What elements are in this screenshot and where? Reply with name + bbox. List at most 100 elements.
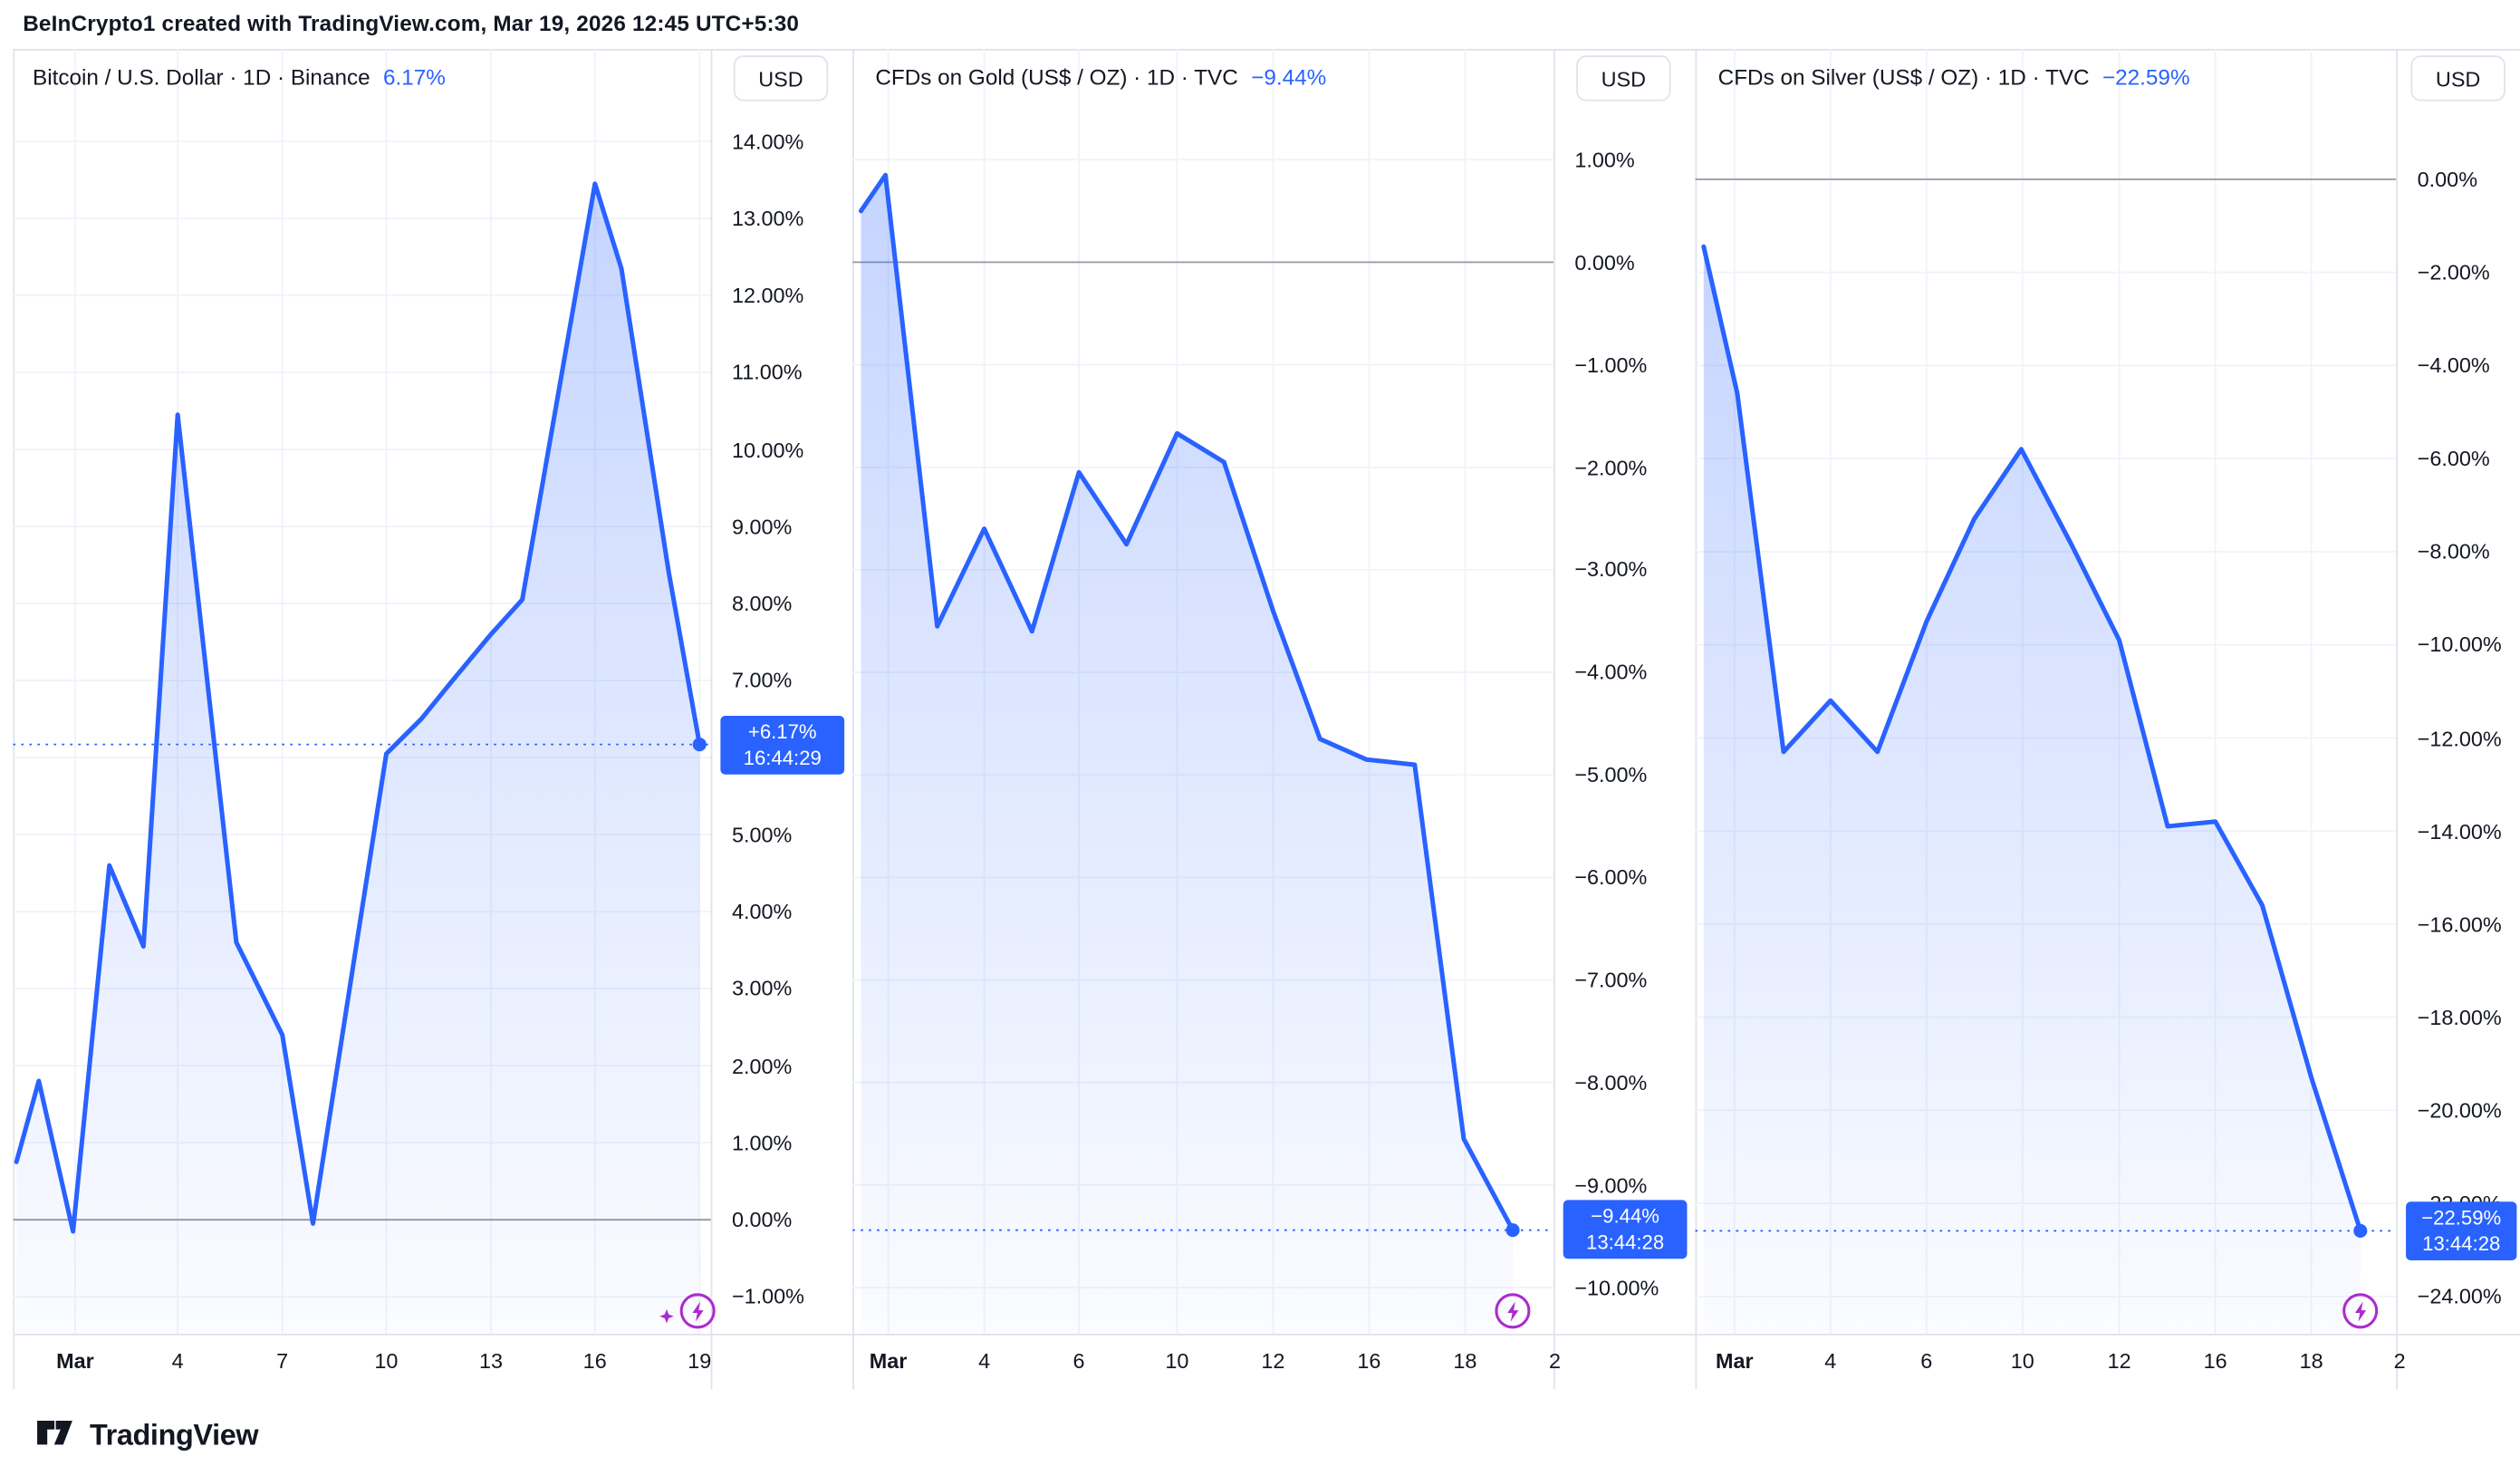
price-scale-label: 0.00% bbox=[2417, 167, 2478, 192]
price-scale-label: −7.00% bbox=[1574, 968, 1648, 993]
price-scale-label: −4.00% bbox=[1574, 660, 1648, 685]
flash-watermark-icon bbox=[659, 1293, 716, 1329]
chart-symbol-title: Bitcoin / U.S. Dollar · 1D · Binance bbox=[32, 64, 370, 90]
time-axis[interactable]: Mar 4 6 10 12 16 18 2 bbox=[852, 1334, 1561, 1389]
time-axis-label: 2 bbox=[1548, 1348, 1561, 1374]
chart-change-percent: −22.59% bbox=[2102, 64, 2190, 90]
badge-countdown: 16:44:29 bbox=[743, 746, 822, 769]
lightning-icon bbox=[1507, 1301, 1519, 1322]
badge-countdown: 13:44:28 bbox=[1586, 1231, 1665, 1255]
tradingview-logo-text: TradingView bbox=[89, 1417, 259, 1451]
price-scale-label: 0.00% bbox=[731, 1207, 793, 1232]
price-scale-label: −14.00% bbox=[2417, 818, 2502, 844]
flash-circle bbox=[679, 1293, 716, 1329]
time-axis-label: Mar bbox=[869, 1348, 908, 1374]
time-axis-label: 4 bbox=[978, 1348, 991, 1374]
price-scale-label: −10.00% bbox=[1574, 1275, 1659, 1300]
price-line-series bbox=[858, 172, 1515, 1233]
price-scale-label: 0.00% bbox=[1574, 249, 1635, 275]
lightning-icon bbox=[692, 1301, 704, 1322]
time-axis-label: 16 bbox=[1357, 1348, 1381, 1374]
time-axis-label: 6 bbox=[1072, 1348, 1085, 1374]
time-axis-label: 6 bbox=[1920, 1348, 1933, 1374]
chart-change-percent: −9.44% bbox=[1251, 64, 1327, 90]
time-axis-label: 19 bbox=[688, 1348, 712, 1374]
area-fill bbox=[1703, 246, 2361, 1334]
area-fill bbox=[16, 183, 700, 1334]
price-scale-label: −12.00% bbox=[2417, 725, 2502, 750]
price-line-series bbox=[14, 181, 702, 1234]
price-scale-label: 2.00% bbox=[731, 1053, 793, 1078]
time-axis-label: 10 bbox=[374, 1348, 399, 1374]
price-scale-label: −3.00% bbox=[1574, 557, 1648, 583]
price-scale-label: 3.00% bbox=[731, 976, 793, 1001]
currency-toggle-button[interactable]: USD bbox=[1576, 55, 1671, 101]
flash-circle bbox=[2342, 1293, 2379, 1329]
price-scale-label: 8.00% bbox=[731, 591, 793, 616]
attribution-text: BeInCrypto1 created with TradingView.com… bbox=[23, 11, 800, 36]
time-axis-label: Mar bbox=[56, 1348, 94, 1374]
tradingview-logo[interactable]: TradingView bbox=[36, 1417, 259, 1453]
price-scale-label: −5.00% bbox=[1574, 762, 1648, 787]
price-scale-label: −8.00% bbox=[1574, 1070, 1648, 1095]
tradingview-logo-icon bbox=[37, 1420, 72, 1445]
chart-symbol-title: CFDs on Gold (US$ / OZ) · 1D · TVC bbox=[875, 64, 1238, 90]
flash-circle bbox=[1495, 1293, 1531, 1329]
time-axis-label: Mar bbox=[1716, 1348, 1754, 1374]
price-scale-label: −20.00% bbox=[2417, 1097, 2502, 1123]
currency-toggle-button[interactable]: USD bbox=[733, 55, 829, 101]
price-scale-label: −6.00% bbox=[2417, 446, 2490, 471]
time-axis-label: 16 bbox=[582, 1348, 607, 1374]
price-scale-label: −8.00% bbox=[2417, 539, 2490, 564]
chart-legend[interactable]: CFDs on Gold (US$ / OZ) · 1D · TVC −9.44% bbox=[875, 65, 1326, 90]
price-scale-label: −18.00% bbox=[2417, 1005, 2502, 1030]
price-scale-label: −24.00% bbox=[2417, 1284, 2502, 1309]
time-axis-label: 12 bbox=[2107, 1348, 2131, 1374]
chart-frame-top-border bbox=[13, 48, 2520, 51]
price-scale[interactable]: 1.00% 0.00% −1.00% −2.00% −3.00% −4.00% −5.00%… bbox=[1553, 49, 1696, 1334]
price-scale-label: 4.00% bbox=[731, 899, 793, 924]
price-chart-plot[interactable] bbox=[1695, 48, 2397, 1334]
time-axis-label: 2 bbox=[2393, 1348, 2406, 1374]
price-scale-label: 14.00% bbox=[731, 129, 804, 154]
price-scale-label: 7.00% bbox=[731, 668, 793, 693]
price-scale-label: −10.00% bbox=[2417, 632, 2502, 658]
time-axis-label: 18 bbox=[2299, 1348, 2323, 1374]
price-scale-label: −9.00% bbox=[1574, 1172, 1648, 1198]
time-axis-label: 4 bbox=[171, 1348, 184, 1374]
chart-frame-left-border bbox=[13, 48, 15, 1390]
price-line-series bbox=[1701, 244, 2363, 1233]
price-scale-label: 10.00% bbox=[731, 437, 804, 462]
badge-value: −9.44% bbox=[1591, 1205, 1659, 1229]
time-axis-label: 18 bbox=[1453, 1348, 1477, 1374]
flash-watermark-icon bbox=[2342, 1293, 2379, 1329]
time-axis-label: 10 bbox=[2010, 1348, 2034, 1374]
price-scale-label: 11.00% bbox=[731, 360, 803, 385]
price-scale-label: 1.00% bbox=[731, 1130, 793, 1155]
time-axis-label: 16 bbox=[2203, 1348, 2227, 1374]
price-chart-plot[interactable] bbox=[13, 48, 711, 1334]
time-axis-label: 7 bbox=[276, 1348, 289, 1374]
badge-countdown: 13:44:28 bbox=[2422, 1232, 2501, 1256]
price-chart-plot[interactable] bbox=[852, 48, 1553, 1334]
time-axis-border bbox=[13, 1333, 2520, 1336]
chart-legend[interactable]: Bitcoin / U.S. Dollar · 1D · Binance 6.17… bbox=[33, 65, 446, 90]
last-price-dot bbox=[1505, 1223, 1520, 1238]
last-price-dot bbox=[2353, 1223, 2368, 1239]
price-scale-label: −2.00% bbox=[1574, 455, 1648, 480]
last-value-badge: +6.17% 16:44:29 bbox=[720, 715, 845, 775]
price-scale[interactable]: 14.00% 13.00% 12.00% 11.00% 10.00% 9.00% 8.00%… bbox=[711, 49, 853, 1334]
price-scale-divider bbox=[710, 48, 713, 1390]
price-scale-label: 9.00% bbox=[731, 514, 793, 539]
time-axis[interactable]: Mar 4 7 10 13 16 19 bbox=[13, 1334, 712, 1389]
currency-toggle-button[interactable]: USD bbox=[2410, 55, 2506, 101]
time-axis-label: 10 bbox=[1165, 1348, 1189, 1374]
chart-legend[interactable]: CFDs on Silver (US$ / OZ) · 1D · TVC −22.… bbox=[1718, 65, 2190, 90]
price-scale-label: 13.00% bbox=[731, 206, 804, 231]
last-value-badge: −9.44% 13:44:28 bbox=[1563, 1201, 1688, 1260]
chart-symbol-title: CFDs on Silver (US$ / OZ) · 1D · TVC bbox=[1717, 64, 2090, 90]
flash-watermark-icon bbox=[1495, 1293, 1531, 1329]
lightning-icon bbox=[2354, 1301, 2367, 1322]
time-axis[interactable]: Mar 4 6 10 12 16 18 2 bbox=[1695, 1334, 2406, 1389]
price-scale[interactable]: 0.00% −2.00% −4.00% −6.00% −8.00% −10.00% −12.… bbox=[2396, 49, 2520, 1334]
